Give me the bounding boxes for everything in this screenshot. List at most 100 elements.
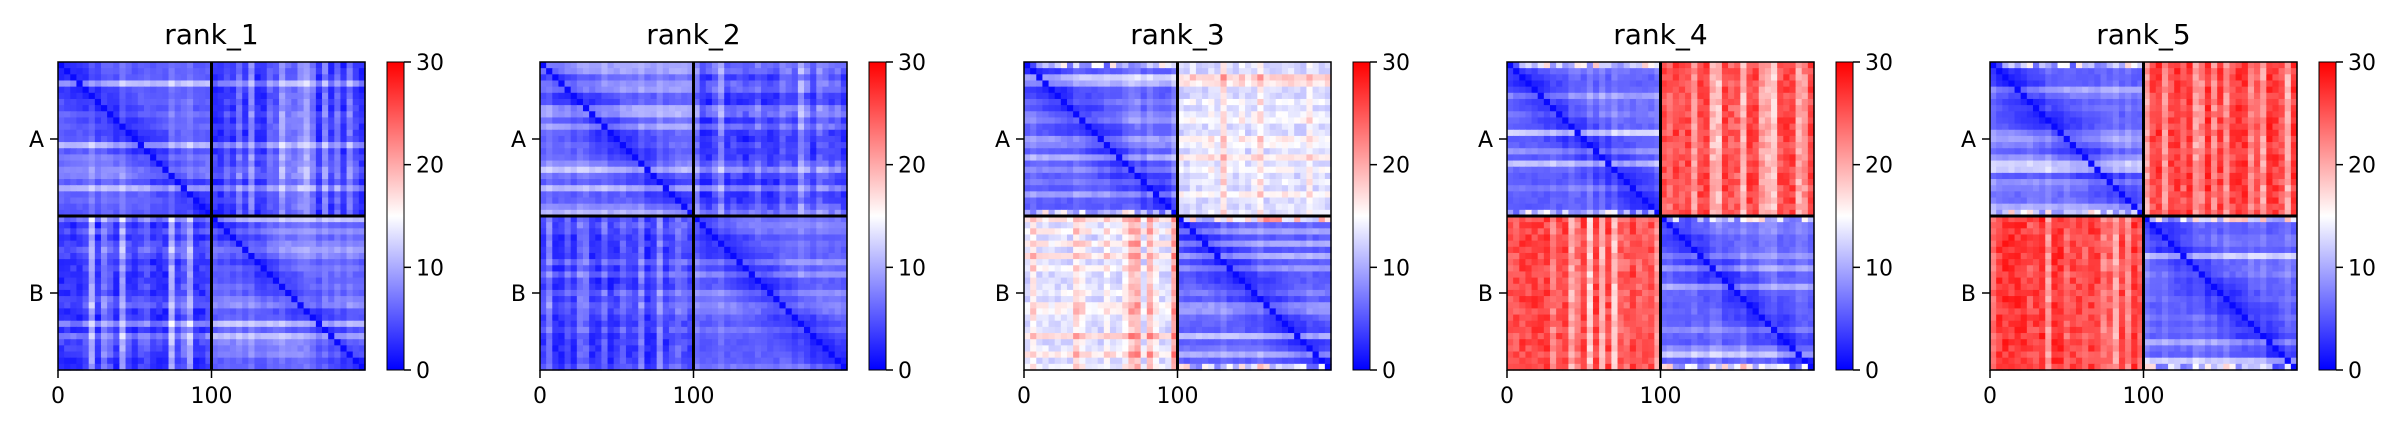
- heatmap-cell: [711, 111, 719, 119]
- heatmap-cell: [638, 246, 645, 254]
- heatmap-cell: [779, 320, 787, 328]
- heatmap-cell: [644, 166, 652, 174]
- heatmap-cell: [791, 68, 799, 75]
- heatmap-cell: [601, 129, 609, 137]
- heatmap-cell: [828, 240, 836, 248]
- heatmap-cell: [143, 197, 151, 205]
- heatmap-cell: [125, 68, 133, 75]
- heatmap-cell: [662, 172, 670, 180]
- heatmap-cell: [76, 283, 84, 291]
- heatmap-cell: [834, 154, 842, 162]
- heatmap-cell: [816, 216, 824, 223]
- heatmap-cell: [76, 148, 84, 155]
- heatmap-cell: [656, 320, 664, 328]
- heatmap-cell: [217, 197, 225, 205]
- heatmap-cell: [607, 308, 615, 316]
- heatmap-cell: [662, 185, 670, 192]
- heatmap-cell: [546, 80, 553, 88]
- heatmap-cell: [186, 216, 194, 223]
- heatmap-cell: [303, 234, 311, 242]
- heatmap-cell: [168, 351, 176, 359]
- heatmap-cell: [828, 111, 836, 119]
- heatmap-cell: [804, 172, 811, 180]
- heatmap-cell: [754, 296, 762, 303]
- heatmap-cell: [88, 74, 96, 82]
- heatmap-cell: [656, 333, 664, 340]
- heatmap-cell: [785, 166, 793, 174]
- heatmap-cell: [223, 111, 231, 119]
- heatmap-cell: [779, 92, 787, 100]
- heatmap-cell: [613, 302, 621, 309]
- heatmap-cell: [291, 363, 299, 371]
- heatmap-cell: [558, 296, 566, 303]
- heatmap-cell: [334, 351, 342, 359]
- heatmap-cell: [205, 86, 213, 94]
- heatmap-cell: [150, 98, 157, 106]
- heatmap-cell: [718, 345, 725, 353]
- heatmap-cell: [322, 179, 329, 186]
- heatmap-cell: [718, 283, 725, 291]
- heatmap-cell: [236, 320, 243, 328]
- heatmap-cell: [601, 228, 609, 236]
- heatmap-cell: [279, 129, 286, 137]
- heatmap-cell: [724, 259, 731, 266]
- heatmap-cell: [156, 283, 163, 291]
- heatmap-cell: [358, 339, 366, 346]
- heatmap-cell: [779, 265, 787, 273]
- heatmap-cell: [644, 363, 652, 371]
- heatmap-cell: [162, 216, 170, 223]
- heatmap-cell: [205, 357, 213, 365]
- heatmap-cell: [70, 172, 78, 180]
- heatmap-cell: [229, 160, 237, 168]
- heatmap-cell: [125, 166, 133, 174]
- heatmap-cell: [552, 314, 560, 322]
- heatmap-cell: [260, 62, 268, 69]
- heatmap-cell: [840, 105, 848, 112]
- heatmap-cell: [211, 246, 219, 254]
- heatmap-cell: [346, 148, 354, 155]
- heatmap-cell: [724, 179, 731, 186]
- heatmap-cell: [186, 228, 194, 236]
- heatmap-cell: [328, 296, 335, 303]
- heatmap-cell: [779, 283, 787, 291]
- heatmap-cell: [675, 80, 682, 88]
- heatmap-cell: [675, 105, 682, 112]
- heatmap-cell: [168, 277, 176, 285]
- heatmap-cell: [828, 351, 836, 359]
- heatmap-cell: [168, 98, 176, 106]
- heatmap-cell: [552, 197, 560, 205]
- heatmap-cell: [217, 345, 225, 353]
- heatmap-cell: [564, 363, 572, 371]
- heatmap-cell: [822, 240, 830, 248]
- heatmap-cell: [576, 209, 584, 217]
- heatmap-cell: [810, 117, 817, 125]
- heatmap-cell: [352, 357, 360, 365]
- heatmap-cell: [217, 240, 225, 248]
- heatmap-cell: [644, 98, 652, 106]
- heatmap-cell: [174, 314, 182, 322]
- heatmap-cell: [810, 314, 817, 322]
- heatmap-cell: [156, 265, 163, 273]
- heatmap-cell: [64, 135, 71, 143]
- heatmap-cell: [64, 259, 71, 266]
- heatmap-cell: [88, 357, 96, 365]
- heatmap-cell: [229, 265, 237, 273]
- heatmap-cell: [822, 68, 830, 75]
- heatmap-cell: [131, 314, 139, 322]
- heatmap-cell: [767, 289, 774, 297]
- heatmap-cell: [125, 105, 133, 112]
- heatmap-cell: [589, 357, 596, 365]
- heatmap-cell: [88, 222, 96, 229]
- heatmap-cell: [334, 185, 342, 192]
- heatmap-cell: [199, 123, 206, 131]
- heatmap-cell: [64, 351, 71, 359]
- heatmap-cell: [570, 185, 578, 192]
- heatmap-cell: [668, 62, 676, 69]
- heatmap-cell: [193, 296, 200, 303]
- heatmap-cell: [619, 240, 627, 248]
- heatmap-cell: [180, 172, 188, 180]
- heatmap-cell: [272, 209, 280, 217]
- heatmap-cell: [632, 111, 639, 119]
- heatmap-cell: [285, 160, 292, 168]
- heatmap-cell: [174, 62, 182, 69]
